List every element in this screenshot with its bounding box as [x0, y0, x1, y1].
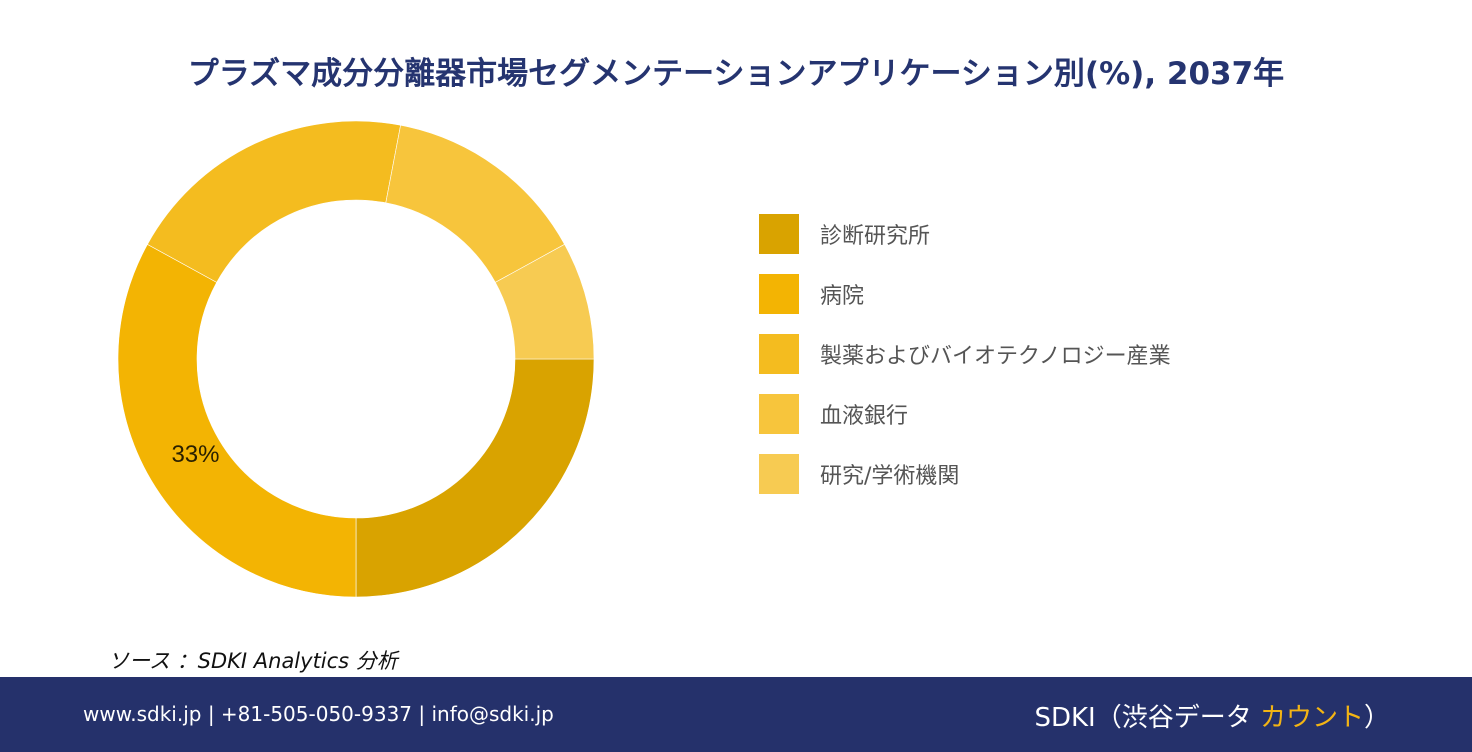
- legend-label: 病院: [820, 284, 865, 309]
- donut-slices: [117, 120, 595, 598]
- donut-slice-1: [117, 243, 357, 598]
- chart-title: プラズマ成分分離器市場セグメンテーションアプリケーション別(%), 2037年: [187, 56, 1285, 92]
- source-note: ソース ：SDKI Analytics 分析: [108, 649, 398, 673]
- legend-item-pharma-biotech: 製薬およびバイオテクノロジー産業: [759, 334, 1171, 374]
- donut-data-label: 33%: [171, 441, 219, 468]
- footer-brand: SDKI（渋谷データ カウント）: [1034, 697, 1390, 734]
- footer-contact: www.sdki.jp | +81-505-050-9337 | info@sd…: [83, 702, 554, 726]
- legend-label: 診断研究所: [820, 224, 931, 249]
- brand-suffix: ）: [1363, 703, 1390, 733]
- legend-swatch: [759, 454, 799, 494]
- legend-swatch: [759, 214, 799, 254]
- donut-slice-4: [494, 243, 595, 360]
- donut-slice-2: [147, 120, 401, 283]
- brand-accent: カウント: [1259, 703, 1364, 733]
- legend-item-research-academic: 研究/学術機関: [759, 454, 1171, 494]
- legend-label: 血液銀行: [820, 404, 909, 429]
- legend-item-blood-banks: 血液銀行: [759, 394, 1171, 434]
- donut-data-labels: 33%: [171, 441, 219, 468]
- legend-label: 研究/学術機関: [820, 464, 960, 489]
- footer-bar: www.sdki.jp | +81-505-050-9337 | info@sd…: [0, 677, 1472, 752]
- chart-legend: 診断研究所 病院 製薬およびバイオテクノロジー産業 血液銀行 研究/学術機関: [759, 214, 1171, 514]
- legend-item-hospitals: 病院: [759, 274, 1171, 314]
- legend-swatch: [759, 394, 799, 434]
- brand-prefix: SDKI（渋谷データ: [1034, 703, 1260, 733]
- legend-swatch: [759, 334, 799, 374]
- donut-slice-0: [355, 358, 595, 598]
- legend-item-diagnostic-labs: 診断研究所: [759, 214, 1171, 254]
- legend-label: 製薬およびバイオテクノロジー産業: [820, 344, 1171, 369]
- legend-swatch: [759, 274, 799, 314]
